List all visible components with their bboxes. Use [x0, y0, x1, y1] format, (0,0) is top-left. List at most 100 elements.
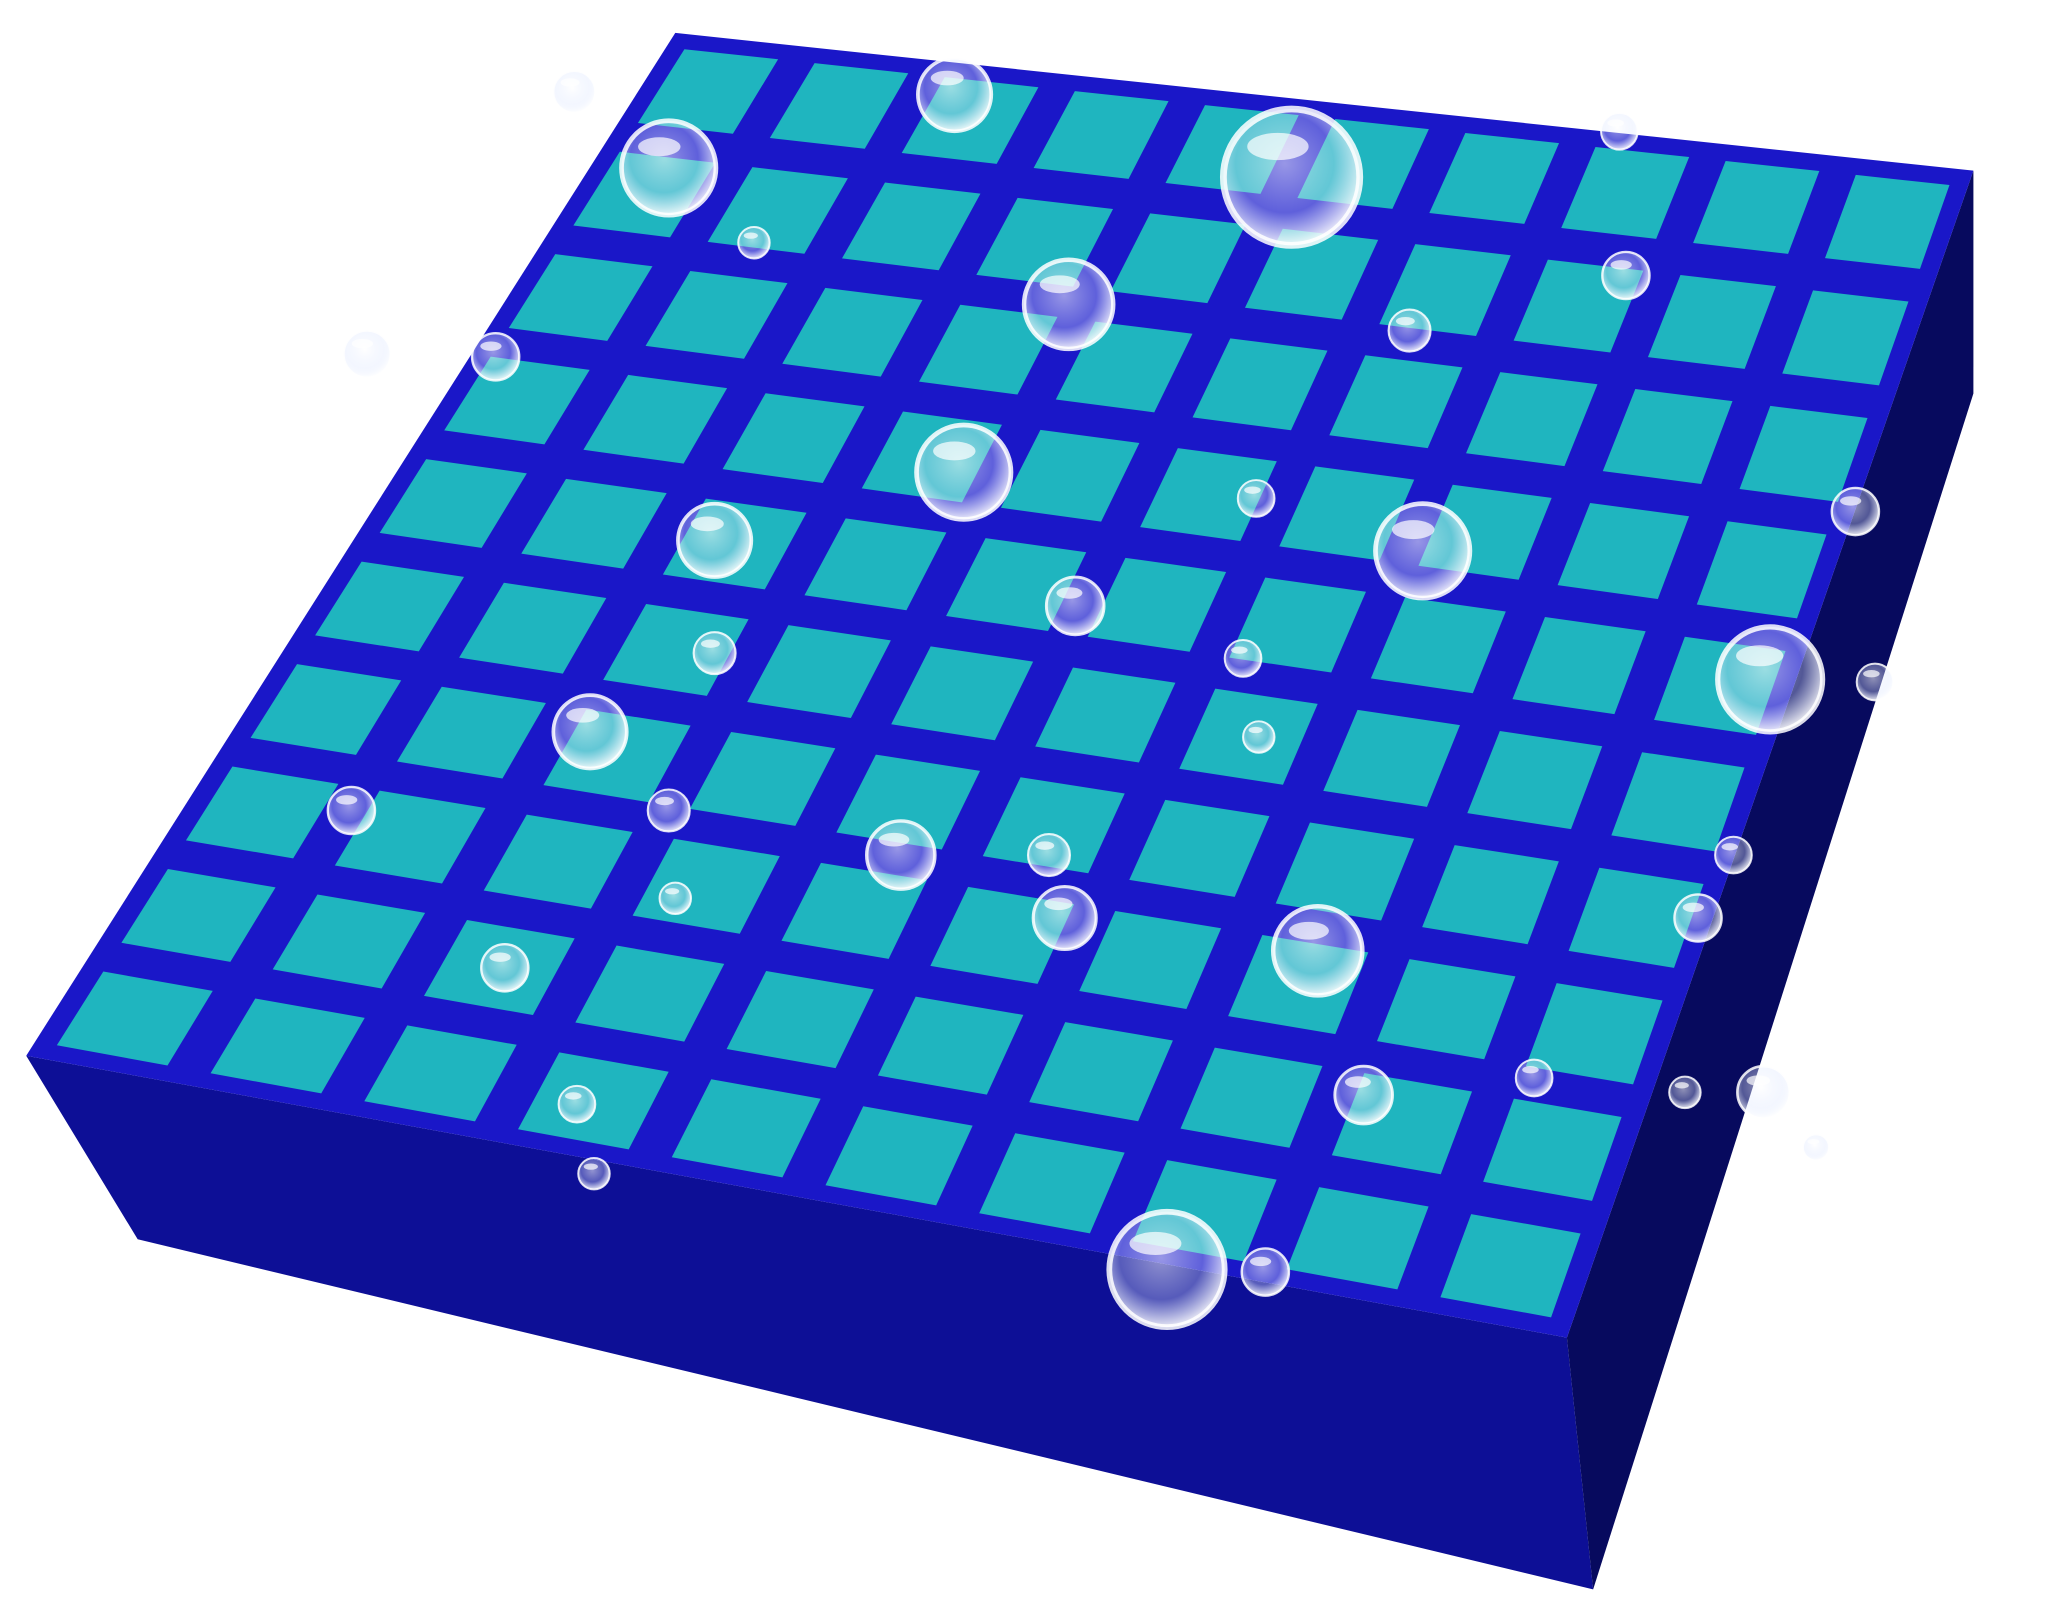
grid-cell — [877, 996, 1024, 1095]
grid-cell — [1568, 867, 1704, 968]
droplet-highlight — [1044, 897, 1073, 911]
droplet — [1514, 1058, 1554, 1098]
droplet-highlight — [336, 795, 358, 805]
droplet-highlight — [1674, 1082, 1689, 1089]
droplet-highlight — [1721, 843, 1739, 851]
grid-cell — [1370, 597, 1506, 694]
droplet-highlight — [1746, 1075, 1771, 1086]
droplet — [1668, 1075, 1702, 1110]
grid-cell — [1244, 228, 1379, 320]
droplet-highlight — [1035, 841, 1055, 850]
grid-cell — [1647, 274, 1776, 369]
droplet — [619, 118, 719, 218]
droplet — [1373, 501, 1473, 601]
droplet-highlight — [1344, 1076, 1371, 1088]
grid-cell — [459, 582, 607, 674]
droplet — [1673, 893, 1723, 943]
droplet-highlight — [1039, 275, 1080, 294]
grid-cell — [645, 271, 788, 359]
grid-cell — [825, 1106, 973, 1206]
droplet-highlight — [743, 232, 758, 239]
grid-cell — [250, 664, 402, 755]
droplet — [1031, 884, 1098, 952]
grid-cell — [1602, 388, 1733, 484]
droplet-highlight — [700, 639, 720, 648]
droplet — [1106, 1208, 1228, 1330]
grid-cell — [1140, 448, 1277, 542]
droplet-highlight — [351, 338, 374, 349]
droplet-highlight — [638, 137, 681, 157]
grid-cell — [521, 478, 667, 569]
grid-cell — [444, 356, 590, 445]
grid-cell — [210, 998, 365, 1094]
grid-cell — [782, 287, 923, 377]
droplet-highlight — [878, 832, 910, 847]
grid-cell — [1229, 577, 1366, 673]
droplet-highlight — [1610, 260, 1632, 270]
droplet-highlight — [565, 1092, 582, 1100]
grid-cell — [1466, 372, 1598, 467]
droplet — [1715, 624, 1826, 735]
grid-cell — [1696, 521, 1827, 619]
grid-cell — [1825, 174, 1950, 269]
droplet — [1021, 257, 1116, 352]
grid-cell — [483, 814, 633, 909]
droplet — [1830, 486, 1881, 537]
droplet — [916, 56, 994, 134]
grid-cell — [804, 518, 947, 611]
droplet — [1387, 308, 1432, 353]
grid-cell — [1557, 503, 1690, 600]
droplet-highlight — [566, 707, 600, 723]
grid-cell — [583, 374, 728, 464]
grid-cell — [982, 777, 1125, 874]
droplet — [1223, 639, 1263, 678]
droplet — [737, 226, 771, 260]
droplet — [1270, 903, 1365, 998]
droplet-highlight — [1249, 1256, 1272, 1267]
droplet — [342, 329, 392, 379]
grid-cell — [315, 561, 465, 652]
grid-cell — [1525, 983, 1663, 1085]
droplet — [1219, 105, 1364, 249]
droplet — [1236, 479, 1276, 518]
droplet — [551, 693, 629, 771]
grid-cell — [1000, 429, 1140, 522]
droplet-highlight — [930, 70, 964, 86]
droplet-highlight — [655, 796, 674, 806]
droplet-highlight — [1248, 726, 1263, 734]
droplet-highlight — [1522, 1066, 1539, 1074]
droplet — [1736, 1064, 1792, 1120]
droplet-highlight — [1607, 119, 1624, 127]
grid-cell — [396, 686, 546, 779]
droplet-highlight — [1863, 670, 1880, 678]
grid-cell — [575, 945, 725, 1042]
grid-cell — [1180, 1047, 1323, 1148]
grid-cell — [1192, 338, 1328, 431]
droplet — [326, 785, 377, 836]
droplet-highlight — [583, 1163, 598, 1170]
grid-cell — [1376, 959, 1516, 1060]
droplet — [1044, 575, 1106, 637]
droplet-highlight — [1391, 520, 1435, 540]
grid-cell — [919, 304, 1058, 395]
grid-cell — [1286, 1187, 1429, 1290]
droplet-highlight — [1395, 316, 1415, 326]
droplet — [552, 69, 597, 114]
droplet — [1026, 833, 1072, 878]
droplet — [577, 1156, 611, 1191]
droplet-highlight — [560, 78, 580, 87]
droplet — [658, 881, 692, 916]
grid-cell — [836, 754, 981, 850]
grid-cell — [1440, 1214, 1581, 1318]
droplet — [1601, 250, 1651, 301]
block-front — [26, 1055, 1594, 1590]
grid-cell — [1429, 133, 1560, 224]
droplet-highlight — [1682, 902, 1704, 913]
droplet — [557, 1084, 597, 1124]
grid-cell — [1033, 91, 1169, 179]
grid-cell — [1029, 1022, 1173, 1122]
droplet — [470, 332, 521, 382]
grid-cell — [1739, 405, 1868, 502]
droplets — [326, 56, 1895, 1330]
